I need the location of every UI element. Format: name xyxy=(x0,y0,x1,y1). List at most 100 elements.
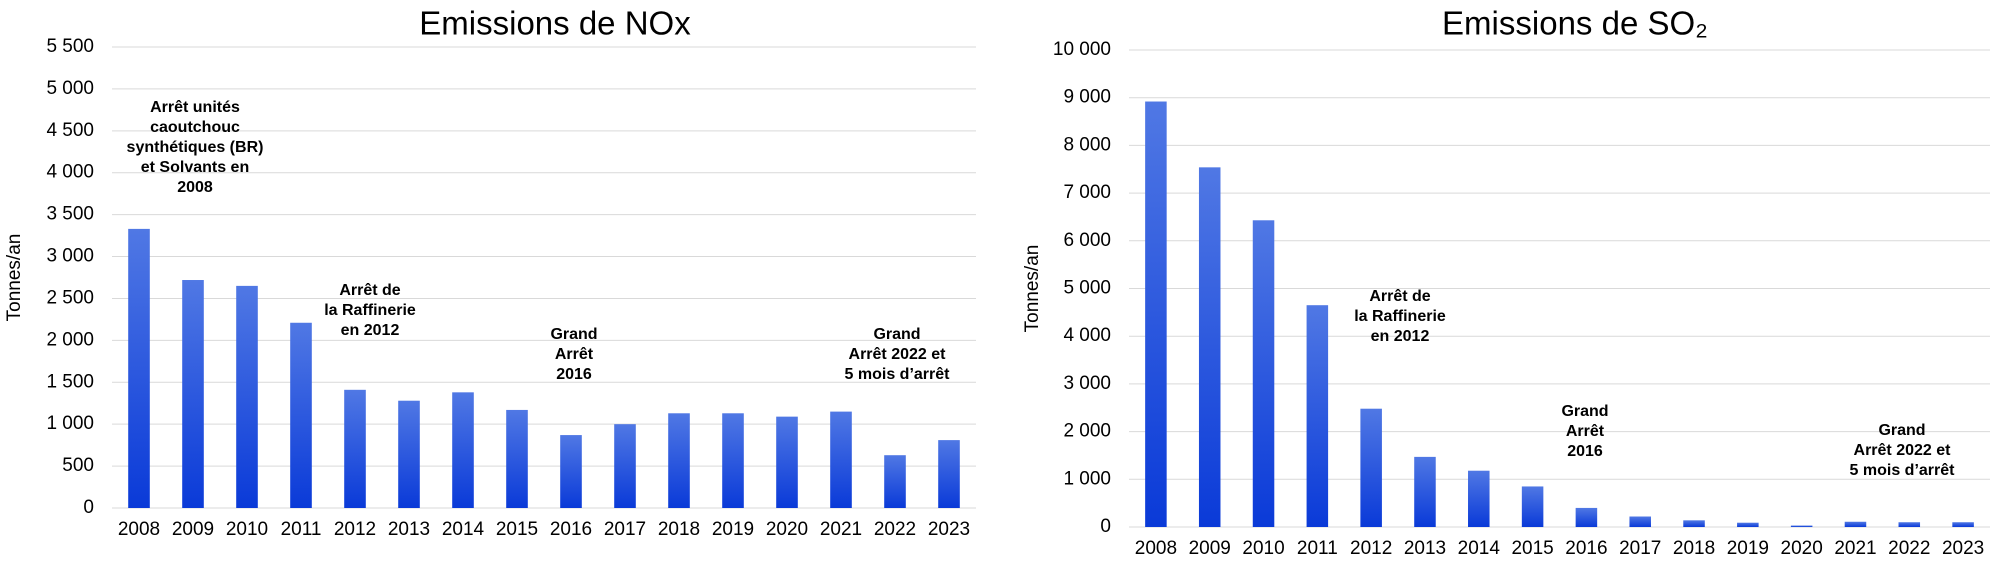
x-tick-label: 2020 xyxy=(766,519,808,540)
x-tick-label: 2009 xyxy=(1189,538,1231,559)
x-tick-label: 2012 xyxy=(1350,538,1392,559)
bar xyxy=(1683,520,1705,527)
bar xyxy=(1898,522,1921,527)
x-tick-label: 2015 xyxy=(496,519,538,540)
bar xyxy=(1468,470,1490,527)
annotation: 5 mois d’arrêt xyxy=(845,366,951,383)
bar xyxy=(722,413,744,508)
bar xyxy=(668,413,690,508)
bar xyxy=(1790,525,1813,527)
x-tick-label: 2021 xyxy=(1834,538,1876,559)
y-tick-label: 1 000 xyxy=(46,413,94,434)
chart-title: Emissions de SO₂ xyxy=(1442,5,1708,42)
bar xyxy=(1629,516,1651,527)
bar xyxy=(1252,220,1275,527)
bar xyxy=(290,322,312,508)
y-axis-label: Tonnes/an xyxy=(1022,245,1043,333)
bar xyxy=(236,285,258,508)
y-tick-label: 2 000 xyxy=(1063,421,1111,442)
x-tick-label: 2014 xyxy=(1458,538,1501,559)
bar xyxy=(614,424,636,508)
y-tick-label: 500 xyxy=(62,455,94,476)
bar xyxy=(1414,456,1436,527)
x-tick-label: 2008 xyxy=(1135,538,1177,559)
bar xyxy=(776,416,798,508)
x-tick-label: 2012 xyxy=(334,519,376,540)
annotation: 5 mois d’arrêt xyxy=(1850,462,1956,479)
bar xyxy=(1575,507,1598,527)
annotation: Arrêt 2022 et xyxy=(849,346,947,363)
y-axis-label: Tonnes/an xyxy=(4,234,25,322)
x-tick-label: 2015 xyxy=(1511,538,1553,559)
annotation: 2016 xyxy=(1567,443,1603,460)
y-tick-label: 3 000 xyxy=(1063,373,1111,394)
annotation: la Raffinerie xyxy=(324,302,416,319)
chart-title: Emissions de NOx xyxy=(419,5,691,42)
bar xyxy=(128,228,150,509)
bar xyxy=(1844,521,1867,527)
x-tick-label: 2018 xyxy=(1673,538,1715,559)
bar xyxy=(344,389,366,508)
x-tick-label: 2016 xyxy=(1565,538,1607,559)
annotation: 2008 xyxy=(177,179,213,196)
x-tick-label: 2023 xyxy=(928,519,970,540)
bar xyxy=(884,455,906,508)
annotation: caoutchouc xyxy=(150,119,240,136)
annotation: Arrêt de xyxy=(1369,288,1430,305)
bar xyxy=(1952,522,1974,527)
annotation: synthétiques (BR) xyxy=(127,139,264,156)
bar xyxy=(1306,305,1329,527)
bar xyxy=(938,440,960,508)
annotation: la Raffinerie xyxy=(1354,308,1446,325)
y-tick-label: 9 000 xyxy=(1063,87,1111,108)
annotation: Grand xyxy=(1561,403,1608,420)
annotation: 2016 xyxy=(556,366,592,383)
x-tick-label: 2022 xyxy=(1888,538,1930,559)
bar xyxy=(182,280,204,508)
bar xyxy=(1521,486,1544,527)
x-tick-label: 2019 xyxy=(1727,538,1769,559)
annotation: Arrêt 2022 et xyxy=(1854,442,1952,459)
annotation: Grand xyxy=(873,326,920,343)
annotation: Grand xyxy=(550,326,597,343)
bar xyxy=(398,400,420,508)
bar xyxy=(1145,101,1167,528)
y-tick-label: 4 000 xyxy=(1063,325,1111,346)
y-tick-label: 4 000 xyxy=(46,162,94,183)
x-tick-label: 2014 xyxy=(442,519,485,540)
annotation: Grand xyxy=(1878,422,1925,439)
y-tick-label: 3 000 xyxy=(46,246,94,267)
bar xyxy=(1198,167,1221,528)
annotation: Arrêt xyxy=(555,346,594,363)
bar xyxy=(1737,522,1759,527)
y-tick-label: 8 000 xyxy=(1063,134,1111,155)
y-tick-label: 5 000 xyxy=(46,78,94,99)
x-tick-label: 2013 xyxy=(388,519,430,540)
x-tick-label: 2009 xyxy=(172,519,214,540)
x-tick-label: 2008 xyxy=(118,519,160,540)
y-tick-label: 5 000 xyxy=(1063,278,1111,299)
annotation: Arrêt xyxy=(1566,423,1605,440)
x-tick-label: 2013 xyxy=(1404,538,1446,559)
y-tick-label: 2 500 xyxy=(46,287,94,308)
bar xyxy=(452,392,474,508)
annotation: et Solvants en xyxy=(141,159,249,176)
y-tick-label: 6 000 xyxy=(1063,230,1111,251)
x-tick-label: 2011 xyxy=(281,519,322,540)
x-tick-label: 2010 xyxy=(226,519,268,540)
x-tick-label: 2021 xyxy=(820,519,862,540)
annotation: en 2012 xyxy=(1371,328,1430,345)
y-tick-label: 1 000 xyxy=(1063,468,1111,489)
y-tick-label: 2 000 xyxy=(46,329,94,350)
bar xyxy=(830,411,852,508)
annotation: Arrêt de xyxy=(339,282,400,299)
x-tick-label: 2023 xyxy=(1942,538,1984,559)
y-tick-label: 1 500 xyxy=(46,371,94,392)
y-tick-label: 0 xyxy=(83,497,94,518)
bar xyxy=(1360,408,1382,527)
annotation: Arrêt unités xyxy=(150,99,240,116)
bar xyxy=(560,435,582,508)
x-tick-label: 2022 xyxy=(874,519,916,540)
x-tick-label: 2017 xyxy=(604,519,646,540)
